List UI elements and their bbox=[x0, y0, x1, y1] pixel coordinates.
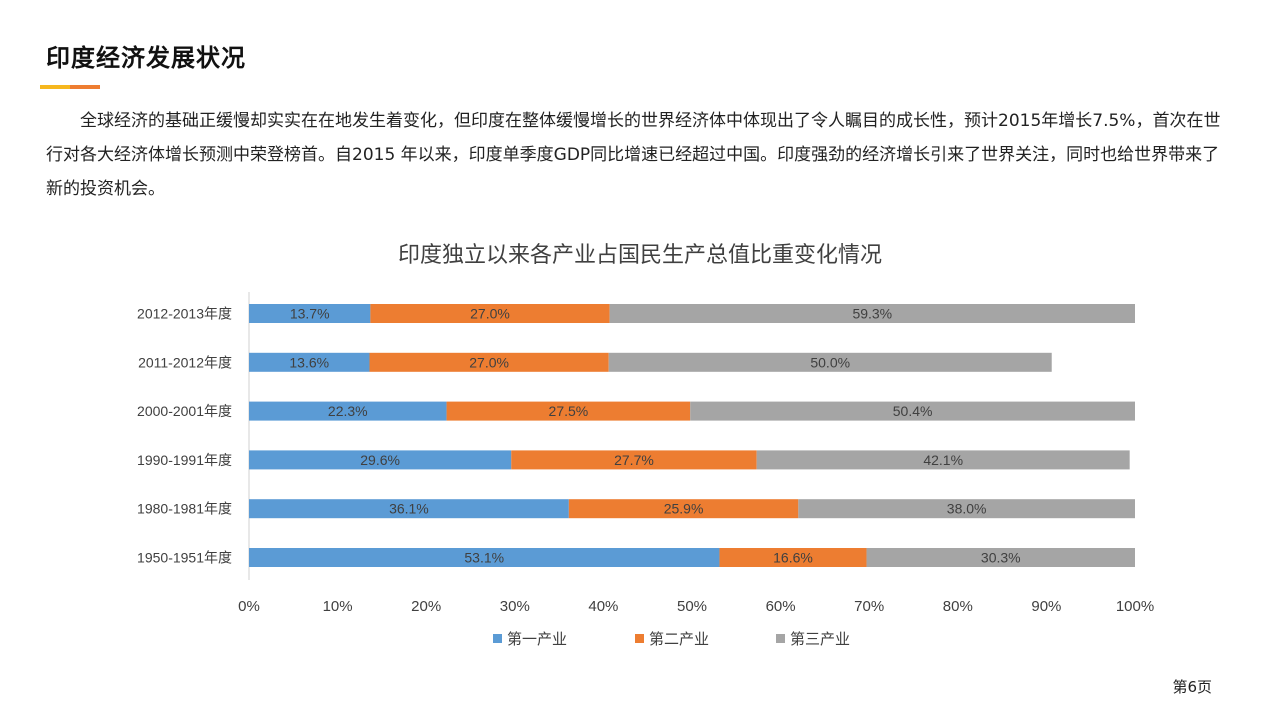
bar-segment-3 bbox=[756, 450, 1130, 470]
bar-segment-1 bbox=[249, 401, 447, 421]
legend-label: 第一产业 bbox=[507, 630, 567, 648]
bar-segment-1 bbox=[249, 499, 569, 519]
bar-segment-1 bbox=[249, 352, 370, 372]
x-tick-label: 10% bbox=[323, 598, 353, 615]
x-tick-label: 100% bbox=[1116, 598, 1154, 615]
bar-value-label: 25.9% bbox=[664, 501, 704, 517]
category-label: 2000-2001年度 bbox=[137, 403, 232, 419]
bar-segment-2 bbox=[370, 304, 610, 323]
category-label: 2012-2013年度 bbox=[137, 306, 232, 322]
bar-value-label: 38.0% bbox=[947, 501, 987, 517]
x-tick-label: 40% bbox=[588, 598, 618, 615]
category-label: 1990-1991年度 bbox=[137, 452, 232, 468]
title-underline-orange bbox=[70, 85, 100, 89]
category-label: 1950-1951年度 bbox=[137, 550, 232, 566]
bar-segment-2 bbox=[369, 352, 609, 372]
bar-segment-3 bbox=[798, 499, 1135, 519]
x-tick-label: 50% bbox=[677, 598, 707, 615]
bar-value-label: 27.0% bbox=[470, 306, 510, 322]
page-title: 印度经济发展状况 bbox=[46, 44, 246, 72]
bar-segment-1 bbox=[249, 548, 720, 567]
bar-value-label: 50.0% bbox=[810, 354, 850, 370]
legend-label: 第三产业 bbox=[790, 630, 850, 648]
legend-swatch bbox=[635, 634, 644, 643]
x-tick-label: 90% bbox=[1031, 598, 1061, 615]
bar-value-label: 27.7% bbox=[614, 452, 654, 468]
bar-segment-2 bbox=[568, 499, 799, 519]
intro-paragraph: 全球经济的基础正缓慢却实实在在地发生着变化，但印度在整体缓慢增长的世界经济体中体… bbox=[46, 111, 1221, 199]
bar-segment-2 bbox=[446, 401, 691, 421]
bar-value-label: 30.3% bbox=[981, 550, 1021, 566]
category-label: 1980-1981年度 bbox=[137, 501, 232, 517]
bar-segment-2 bbox=[719, 548, 867, 567]
x-tick-label: 0% bbox=[238, 598, 260, 615]
title-underline-yellow bbox=[40, 85, 70, 89]
bar-value-label: 29.6% bbox=[360, 452, 400, 468]
bar-value-label: 59.3% bbox=[852, 306, 892, 322]
bar-value-label: 53.1% bbox=[464, 550, 504, 566]
x-tick-label: 60% bbox=[766, 598, 796, 615]
bar-segment-3 bbox=[866, 548, 1135, 567]
category-label: 2011-2012年度 bbox=[138, 354, 232, 370]
x-tick-label: 70% bbox=[854, 598, 884, 615]
bar-segment-3 bbox=[690, 401, 1135, 421]
bar-value-label: 22.3% bbox=[328, 403, 368, 419]
bar-segment-1 bbox=[249, 450, 512, 470]
bar-value-label: 36.1% bbox=[389, 501, 429, 517]
bar-value-label: 50.4% bbox=[893, 403, 933, 419]
legend-swatch bbox=[493, 634, 502, 643]
bar-value-label: 27.0% bbox=[469, 354, 509, 370]
bar-value-label: 13.7% bbox=[290, 306, 330, 322]
legend-label: 第二产业 bbox=[649, 630, 709, 648]
bar-segment-3 bbox=[609, 304, 1135, 323]
bar-segment-1 bbox=[249, 304, 371, 323]
page-number: 第6页 bbox=[1172, 678, 1212, 696]
bar-value-label: 27.5% bbox=[549, 403, 589, 419]
chart-title: 印度独立以来各产业占国民生产总值比重变化情况 bbox=[397, 243, 882, 268]
x-tick-label: 80% bbox=[943, 598, 973, 615]
x-tick-label: 20% bbox=[411, 598, 441, 615]
x-tick-label: 30% bbox=[500, 598, 530, 615]
bar-value-label: 16.6% bbox=[773, 550, 813, 566]
bar-segment-3 bbox=[608, 352, 1052, 372]
bar-segment-2 bbox=[511, 450, 757, 470]
legend-swatch bbox=[776, 634, 785, 643]
title-underline bbox=[40, 85, 100, 89]
bar-value-label: 42.1% bbox=[923, 452, 963, 468]
bar-value-label: 13.6% bbox=[289, 354, 329, 370]
